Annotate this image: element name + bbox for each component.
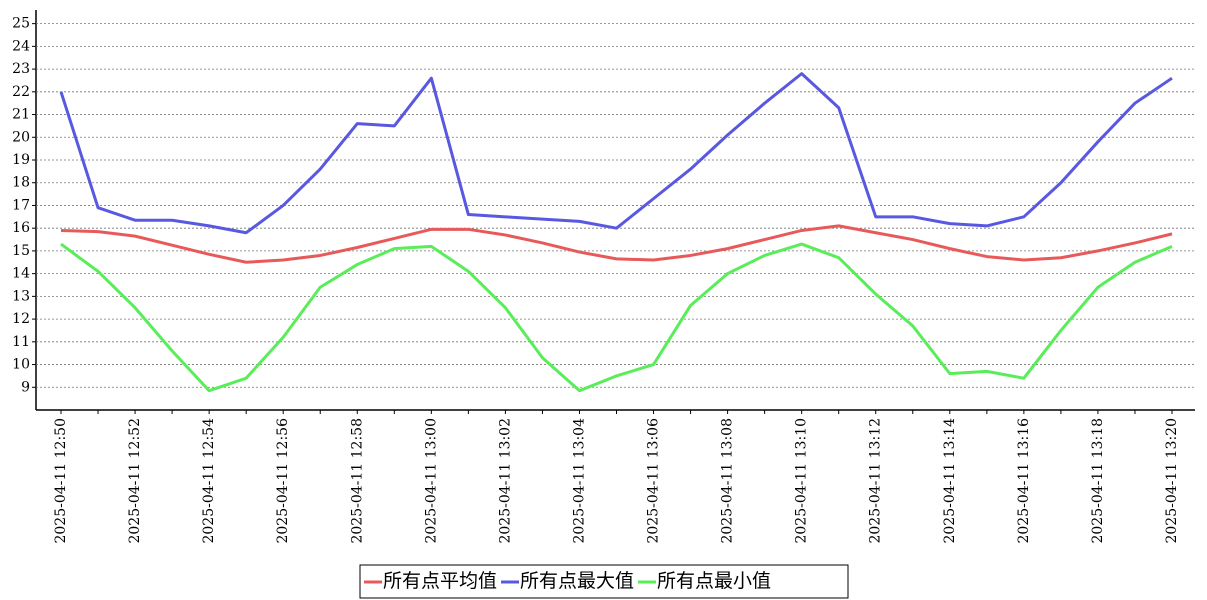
legend-label: 所有点平均值 — [383, 570, 497, 592]
y-tick-label: 25 — [12, 16, 30, 32]
x-tick-label: 2025-04-11 13:00 — [423, 418, 439, 544]
x-tick-label: 2025-04-11 13:10 — [794, 418, 810, 544]
y-tick-label: 10 — [12, 357, 30, 373]
y-tick-label: 21 — [12, 107, 30, 123]
y-tick-label: 15 — [12, 243, 30, 259]
y-tick-label: 11 — [12, 334, 30, 350]
x-tick-label: 2025-04-11 13:20 — [1164, 418, 1180, 544]
y-tick-label: 18 — [12, 175, 30, 191]
series-line — [60, 242, 1173, 393]
x-tick-label: 2025-04-11 12:56 — [275, 418, 291, 544]
series-line — [60, 224, 1173, 264]
y-tick-label: 12 — [12, 311, 30, 327]
legend: 所有点平均值 所有点最大值 所有点最小值 — [364, 570, 771, 592]
y-tick-label: 19 — [12, 152, 30, 168]
series-line — [59, 72, 1173, 235]
x-tick-label: 2025-04-11 12:52 — [127, 418, 143, 544]
y-tick-label: 20 — [12, 129, 30, 145]
y-tick-label: 16 — [12, 220, 30, 236]
y-tick-label: 17 — [12, 197, 30, 213]
y-tick-label: 13 — [12, 288, 30, 304]
y-tick-label: 22 — [12, 84, 30, 100]
x-tick-label: 2025-04-11 12:54 — [201, 418, 217, 544]
x-tick-label: 2025-04-11 12:50 — [53, 418, 69, 544]
x-tick-label: 2025-04-11 13:18 — [1090, 418, 1106, 544]
x-tick-label: 2025-04-11 13:08 — [720, 418, 736, 544]
y-tick-label: 24 — [12, 38, 30, 54]
y-tick-label: 14 — [12, 266, 30, 282]
x-tick-label: 2025-04-11 13:02 — [497, 418, 513, 544]
x-tick-label: 2025-04-11 13:14 — [942, 418, 958, 544]
x-tick-label: 2025-04-11 13:04 — [571, 418, 587, 544]
x-tick-label: 2025-04-11 13:12 — [868, 418, 884, 544]
x-tick-label: 2025-04-11 13:06 — [646, 418, 662, 544]
y-tick-label: 23 — [12, 61, 30, 77]
x-tick-label: 2025-04-11 13:16 — [1016, 418, 1032, 544]
legend-box — [359, 564, 849, 599]
legend-label: 所有点最小值 — [657, 570, 771, 592]
y-tick-label: 9 — [21, 379, 30, 395]
legend-label: 所有点最大值 — [520, 570, 634, 592]
x-tick-label: 2025-04-11 12:58 — [349, 418, 365, 544]
